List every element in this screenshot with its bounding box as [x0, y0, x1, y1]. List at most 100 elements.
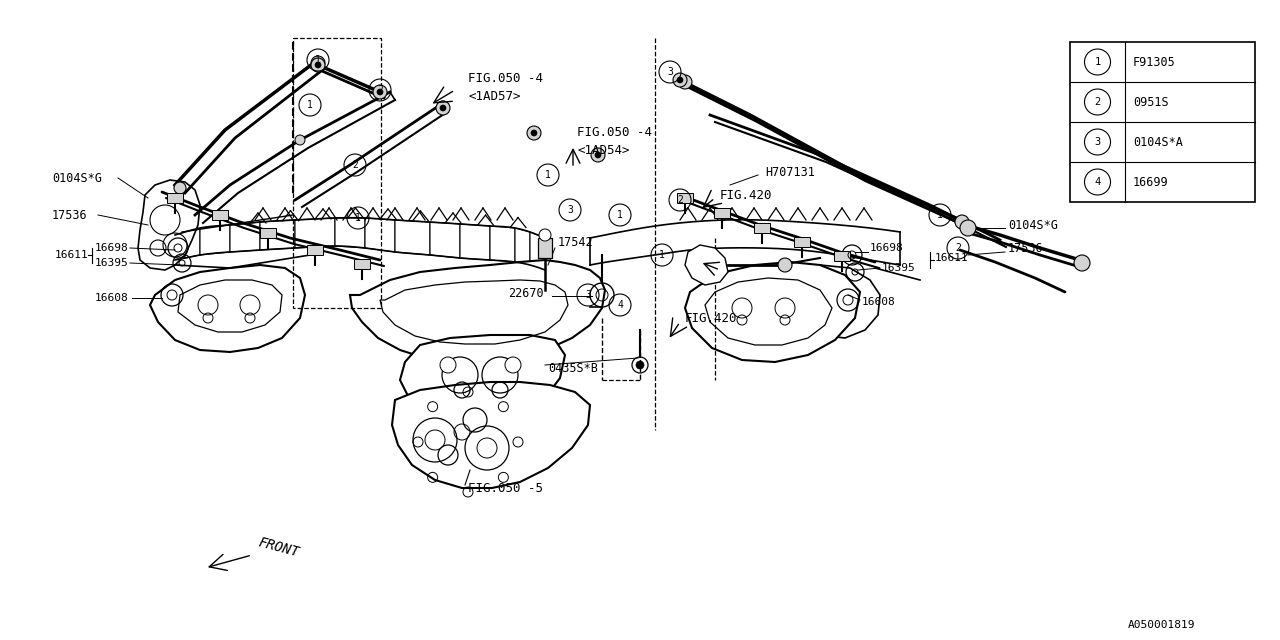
Bar: [538, 238, 552, 258]
Bar: [1070, 42, 1254, 202]
Bar: [794, 237, 810, 247]
Circle shape: [375, 87, 385, 97]
Circle shape: [372, 85, 387, 99]
Polygon shape: [685, 245, 728, 285]
Text: 1: 1: [315, 55, 321, 65]
Text: A050001819: A050001819: [1128, 620, 1196, 630]
Text: 17536: 17536: [52, 209, 87, 221]
Text: 0951S: 0951S: [1133, 95, 1169, 109]
Text: 16395: 16395: [882, 263, 915, 273]
Text: 1: 1: [355, 213, 361, 223]
Bar: [677, 193, 692, 203]
Text: 2: 2: [677, 195, 684, 205]
Text: FIG.050 -4: FIG.050 -4: [577, 125, 652, 138]
Text: FIG.420: FIG.420: [721, 189, 773, 202]
Bar: [355, 259, 370, 269]
Text: 22670: 22670: [508, 287, 544, 300]
Polygon shape: [349, 260, 605, 362]
Text: 3: 3: [585, 290, 591, 300]
Circle shape: [174, 182, 186, 194]
Circle shape: [678, 75, 692, 89]
Polygon shape: [186, 228, 200, 258]
Polygon shape: [365, 218, 396, 252]
Circle shape: [636, 361, 644, 369]
Circle shape: [531, 130, 538, 136]
Text: 0104S*G: 0104S*G: [1009, 218, 1057, 232]
Text: 3: 3: [667, 67, 673, 77]
Text: 17536: 17536: [1009, 241, 1043, 255]
Bar: [212, 210, 228, 220]
Text: 16698: 16698: [95, 243, 129, 253]
Circle shape: [955, 215, 969, 229]
Text: 0104S*A: 0104S*A: [1133, 136, 1183, 148]
Circle shape: [677, 77, 684, 83]
Text: 16611: 16611: [934, 253, 969, 263]
Text: 1: 1: [1094, 57, 1101, 67]
Text: 16395: 16395: [95, 258, 129, 268]
Bar: [835, 251, 850, 261]
Text: 1: 1: [659, 250, 664, 260]
Circle shape: [673, 73, 687, 87]
Polygon shape: [175, 232, 186, 260]
Text: 2: 2: [955, 243, 961, 253]
Circle shape: [436, 101, 451, 115]
Text: 4: 4: [617, 300, 623, 310]
Bar: [166, 193, 183, 203]
Circle shape: [960, 220, 977, 236]
Circle shape: [315, 62, 321, 68]
Polygon shape: [685, 262, 860, 362]
Text: F91305: F91305: [1133, 56, 1176, 68]
Text: 2: 2: [1094, 97, 1101, 107]
Polygon shape: [530, 232, 545, 270]
Polygon shape: [460, 224, 490, 260]
Circle shape: [294, 135, 305, 145]
Circle shape: [311, 56, 325, 70]
Circle shape: [1074, 255, 1091, 271]
Text: 4: 4: [1094, 177, 1101, 187]
Circle shape: [440, 357, 456, 373]
Polygon shape: [294, 218, 335, 248]
Text: 3: 3: [1094, 137, 1101, 147]
Text: 16608: 16608: [95, 293, 129, 303]
Circle shape: [436, 101, 449, 113]
Polygon shape: [795, 265, 881, 338]
Text: FIG.050 -4: FIG.050 -4: [468, 72, 543, 84]
Bar: [293, 38, 381, 308]
Circle shape: [591, 148, 605, 162]
Polygon shape: [230, 222, 260, 252]
Circle shape: [311, 58, 325, 72]
Polygon shape: [138, 180, 200, 270]
Text: FIG.050 -5: FIG.050 -5: [468, 481, 543, 495]
Polygon shape: [430, 222, 460, 258]
Circle shape: [595, 152, 602, 158]
Circle shape: [778, 258, 792, 272]
Circle shape: [527, 126, 541, 140]
Bar: [260, 228, 276, 238]
Polygon shape: [260, 220, 294, 250]
Text: H707131: H707131: [765, 166, 815, 179]
Text: 16608: 16608: [861, 297, 896, 307]
Text: 16699: 16699: [1133, 175, 1169, 189]
Text: FIG.420: FIG.420: [685, 312, 737, 324]
Circle shape: [506, 357, 521, 373]
Text: FRONT: FRONT: [256, 535, 301, 559]
Polygon shape: [392, 382, 590, 488]
Polygon shape: [396, 220, 430, 255]
Text: <1AD54>: <1AD54>: [577, 143, 630, 157]
Text: 0435S*B: 0435S*B: [548, 362, 598, 374]
Text: 1: 1: [307, 100, 312, 110]
Text: 17542: 17542: [558, 236, 594, 248]
Text: 16611: 16611: [55, 250, 88, 260]
Circle shape: [539, 229, 550, 241]
Text: <1AD57>: <1AD57>: [468, 90, 521, 102]
Bar: [307, 245, 323, 255]
Text: 2: 2: [352, 160, 358, 170]
Text: 0104S*G: 0104S*G: [52, 172, 102, 184]
Polygon shape: [200, 225, 230, 255]
Bar: [754, 223, 771, 233]
Bar: [714, 208, 730, 218]
Polygon shape: [150, 265, 305, 352]
Text: 3: 3: [567, 205, 573, 215]
Circle shape: [440, 105, 445, 111]
Circle shape: [378, 89, 383, 95]
